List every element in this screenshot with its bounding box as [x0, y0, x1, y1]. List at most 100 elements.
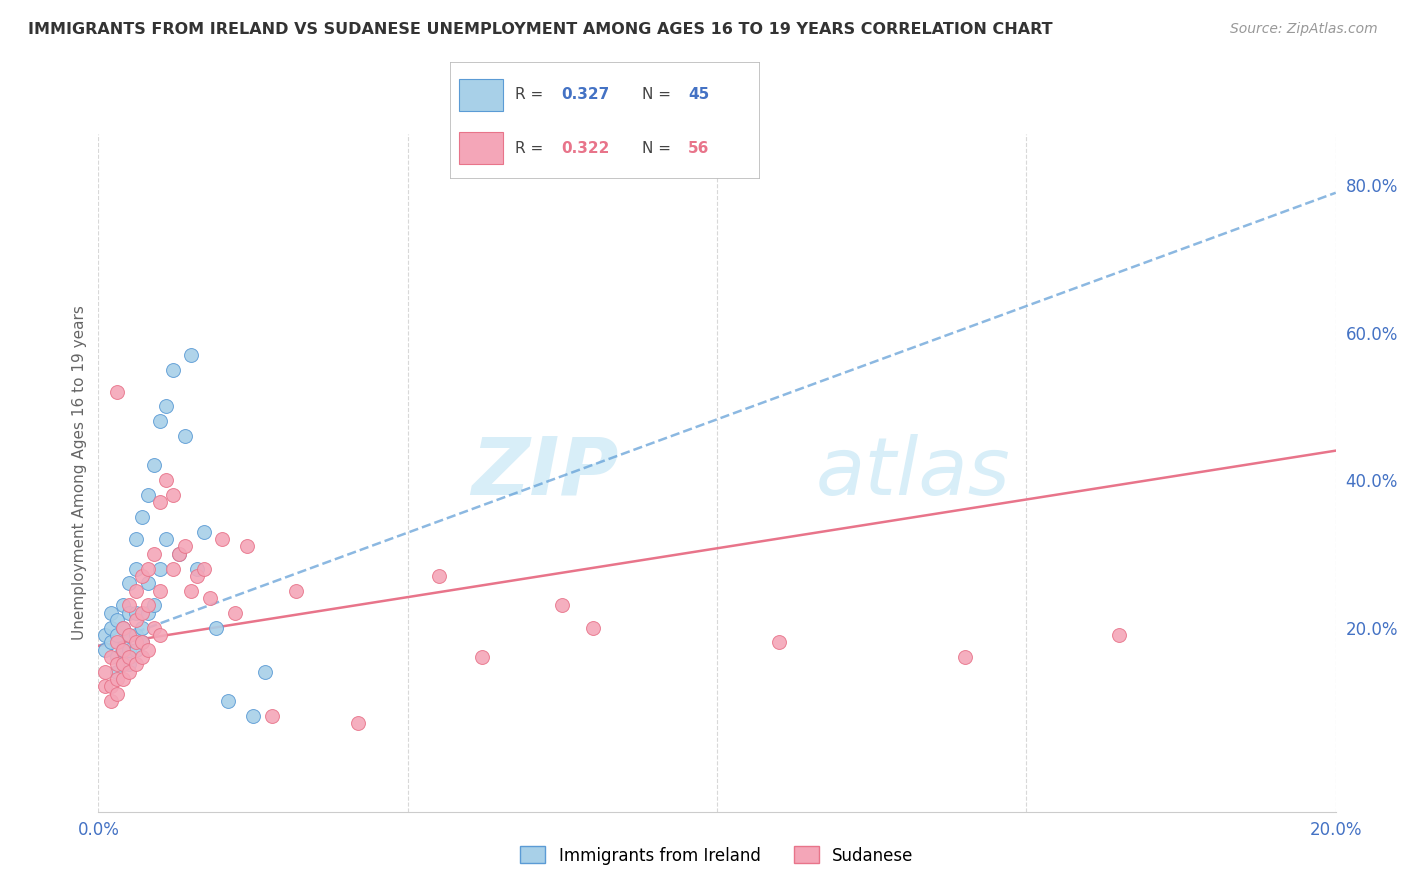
Point: [143, 458, 166, 473]
Point: [236, 540, 259, 554]
Point: [136, 561, 159, 575]
Point: [347, 716, 370, 731]
Point: [217, 694, 239, 708]
Point: [124, 657, 146, 672]
Text: 56: 56: [688, 141, 710, 156]
Point: [112, 620, 135, 634]
Legend: Immigrants from Ireland, Sudanese: Immigrants from Ireland, Sudanese: [513, 839, 921, 871]
Text: N =: N =: [641, 141, 675, 156]
Point: [198, 591, 221, 605]
Point: [131, 635, 153, 649]
Point: [112, 657, 135, 672]
Point: [136, 576, 159, 591]
Point: [105, 628, 128, 642]
Point: [149, 495, 172, 509]
Point: [105, 672, 128, 686]
Point: [167, 547, 190, 561]
Point: [136, 606, 159, 620]
Point: [131, 635, 153, 649]
Point: [180, 583, 202, 598]
Text: 0.327: 0.327: [561, 87, 610, 103]
Point: [118, 628, 141, 642]
Point: [149, 414, 172, 428]
Point: [105, 665, 128, 679]
Point: [118, 599, 141, 613]
Point: [124, 628, 146, 642]
Point: [118, 642, 141, 657]
Point: [136, 642, 159, 657]
Point: [131, 569, 153, 583]
Text: N =: N =: [641, 87, 675, 103]
Point: [180, 348, 202, 362]
Point: [149, 628, 172, 642]
Point: [953, 650, 976, 665]
Point: [112, 642, 135, 657]
Point: [186, 569, 208, 583]
Point: [131, 606, 153, 620]
Point: [124, 583, 146, 598]
Point: [143, 599, 166, 613]
Point: [149, 561, 172, 575]
Point: [112, 672, 135, 686]
Point: [162, 561, 184, 575]
Point: [582, 620, 605, 634]
Point: [242, 709, 264, 723]
Text: ZIP: ZIP: [471, 434, 619, 512]
Y-axis label: Unemployment Among Ages 16 to 19 years: Unemployment Among Ages 16 to 19 years: [72, 305, 87, 640]
Point: [162, 362, 184, 376]
Point: [205, 620, 228, 634]
Point: [193, 524, 215, 539]
Point: [105, 650, 128, 665]
Point: [118, 628, 141, 642]
Point: [254, 665, 277, 679]
Point: [118, 576, 141, 591]
Text: IMMIGRANTS FROM IRELAND VS SUDANESE UNEMPLOYMENT AMONG AGES 16 TO 19 YEARS CORRE: IMMIGRANTS FROM IRELAND VS SUDANESE UNEM…: [28, 22, 1053, 37]
Point: [155, 400, 177, 414]
Point: [143, 547, 166, 561]
Point: [100, 620, 122, 634]
Point: [100, 635, 122, 649]
Point: [1108, 628, 1130, 642]
Point: [131, 650, 153, 665]
Point: [167, 547, 190, 561]
Point: [149, 583, 172, 598]
Point: [100, 650, 122, 665]
Point: [124, 561, 146, 575]
Point: [131, 510, 153, 524]
Point: [124, 532, 146, 546]
Point: [174, 429, 197, 443]
Point: [100, 680, 122, 694]
Point: [155, 532, 177, 546]
Point: [186, 561, 208, 575]
Point: [100, 606, 122, 620]
Point: [112, 599, 135, 613]
Point: [112, 642, 135, 657]
Point: [105, 384, 128, 399]
Point: [155, 473, 177, 487]
Point: [118, 650, 141, 665]
Point: [768, 635, 790, 649]
Point: [105, 613, 128, 627]
Point: [124, 606, 146, 620]
Point: [471, 650, 494, 665]
Text: atlas: atlas: [815, 434, 1011, 512]
Bar: [460, 78, 502, 112]
Text: 0.322: 0.322: [561, 141, 610, 156]
Point: [105, 687, 128, 701]
Point: [285, 583, 308, 598]
Point: [162, 488, 184, 502]
Point: [124, 635, 146, 649]
Point: [105, 635, 128, 649]
Point: [136, 488, 159, 502]
Point: [211, 532, 233, 546]
Point: [174, 540, 197, 554]
Point: [427, 569, 450, 583]
Point: [93, 642, 115, 657]
Bar: [460, 132, 502, 164]
Point: [551, 599, 574, 613]
Point: [136, 599, 159, 613]
Point: [93, 628, 115, 642]
Point: [112, 620, 135, 634]
Point: [118, 657, 141, 672]
Point: [193, 561, 215, 575]
